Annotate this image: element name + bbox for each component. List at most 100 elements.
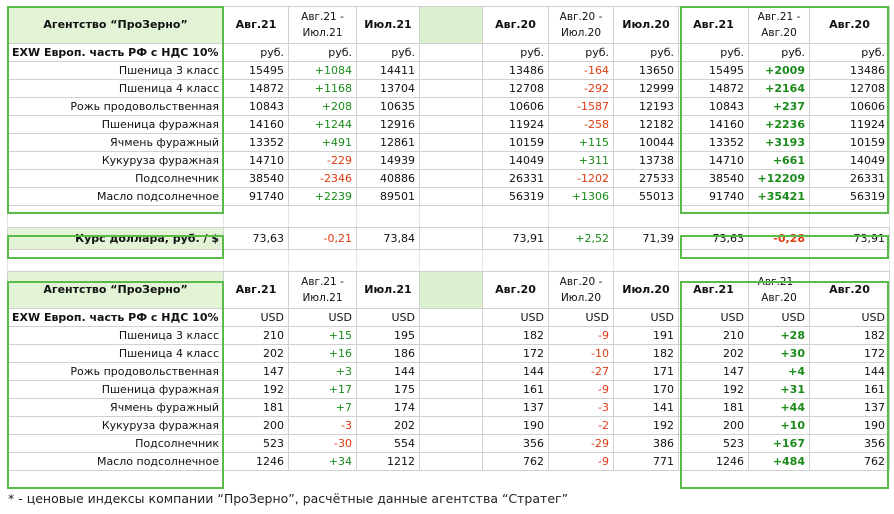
rub-col-header-8: Авг.20 — [809, 6, 890, 44]
separator-cell — [419, 344, 483, 363]
price-cell: 10159 — [482, 133, 549, 152]
rate-value-cell: 73,63 — [223, 227, 289, 250]
commodity-label: Масло подсолнечное — [7, 452, 224, 471]
change-cell: -3 — [548, 398, 614, 417]
table-row: Пшеница фуражная 192 +17 175 161 -9 170 192 +31 1… — [7, 380, 890, 399]
subtitle: EXW Европ. часть РФ с НДС 10% — [7, 308, 224, 327]
exchange-rate-label: Курс доллара, руб. / $ — [7, 227, 224, 250]
price-cell: 14939 — [356, 151, 420, 170]
change-cell: +35421 — [748, 187, 810, 206]
price-cell: 762 — [482, 452, 549, 471]
price-cell: 91740 — [678, 187, 749, 206]
rub-col-header-0: Авг.21 — [223, 6, 289, 44]
commodity-label: Масло подсолнечное — [7, 187, 224, 206]
usd-col-header-0: Авг.21 — [223, 271, 289, 309]
col-header-line: Июл.21 — [364, 283, 412, 296]
unit-cell: USD — [288, 308, 357, 327]
agency-title-text: Агентство “ПроЗерно” — [43, 283, 188, 296]
change-cell: +167 — [748, 434, 810, 453]
change-cell: +208 — [288, 97, 357, 116]
separator-cell — [419, 398, 483, 417]
price-cell: 26331 — [482, 169, 549, 188]
price-cell: 10606 — [482, 97, 549, 116]
price-cell: 38540 — [223, 169, 289, 188]
price-cell: 40886 — [356, 169, 420, 188]
spacer-cell — [548, 249, 614, 272]
price-cell: 11924 — [809, 115, 890, 134]
table-row: Рожь продовольственная 10843 +208 10635 1060… — [7, 97, 890, 116]
price-cell: 181 — [678, 398, 749, 417]
price-cell: 12999 — [613, 79, 679, 98]
price-cell: 13704 — [356, 79, 420, 98]
change-cell: +237 — [748, 97, 810, 116]
price-cell: 89501 — [356, 187, 420, 206]
change-cell: -164 — [548, 61, 614, 80]
price-cell: 10606 — [809, 97, 890, 116]
separator-cell — [419, 169, 483, 188]
exchange-rate-row: Курс доллара, руб. / $73,63 -0,21 73,84 73,… — [7, 227, 890, 250]
spacer-row — [7, 249, 890, 272]
price-cell: 182 — [482, 326, 549, 345]
change-cell: -258 — [548, 115, 614, 134]
price-cell: 171 — [613, 362, 679, 381]
col-header-line: Авг.21 — [693, 18, 734, 31]
spacer-cell — [482, 205, 549, 228]
unit-cell: USD — [748, 308, 810, 327]
change-cell: -10 — [548, 344, 614, 363]
rate-value-cell: 71,39 — [613, 227, 679, 250]
price-cell: 144 — [809, 362, 890, 381]
price-cell: 202 — [223, 344, 289, 363]
rub-col-header-5: Июл.20 — [613, 6, 679, 44]
price-cell: 175 — [356, 380, 420, 399]
commodity-label: Пшеница 3 класс — [7, 326, 224, 345]
price-cell: 161 — [482, 380, 549, 399]
price-cell: 14160 — [678, 115, 749, 134]
price-cell: 144 — [482, 362, 549, 381]
col-header-line: Авг.21 — [235, 18, 277, 31]
commodity-label: Кукуруза фуражная — [7, 151, 224, 170]
table-row: Подсолнечник 523 -30 554 356 -29 386 523 +167 356 — [7, 434, 890, 453]
change-cell: -2 — [548, 416, 614, 435]
spacer-cell — [748, 205, 810, 228]
separator-cell — [419, 6, 483, 44]
table-row: Кукуруза фуражная 14710 -229 14939 14049 +311… — [7, 151, 890, 170]
unit-cell: USD — [356, 308, 420, 327]
commodity-label: Ячмень фуражный — [7, 398, 224, 417]
unit-cell: руб. — [482, 43, 549, 62]
price-cell: 56319 — [482, 187, 549, 206]
col-header-line: Авг.21 - — [757, 276, 801, 288]
rub-unit-row: EXW Европ. часть РФ с НДС 10% руб. руб. руб… — [7, 43, 890, 62]
spacer-cell — [419, 205, 483, 228]
change-cell: +311 — [548, 151, 614, 170]
price-cell: 91740 — [223, 187, 289, 206]
price-cell: 13352 — [223, 133, 289, 152]
spacer-cell — [809, 249, 890, 272]
change-cell: -1587 — [548, 97, 614, 116]
price-cell: 13650 — [613, 61, 679, 80]
change-cell: +17 — [288, 380, 357, 399]
rate-value-cell: 73,91 — [482, 227, 549, 250]
price-cell: 182 — [809, 326, 890, 345]
footnote: * - ценовые индексы компании “ПроЗерно”,… — [8, 491, 569, 506]
price-cell: 26331 — [809, 169, 890, 188]
price-cell: 1212 — [356, 452, 420, 471]
change-cell: -9 — [548, 326, 614, 345]
usd-col-header-8: Авг.20 — [809, 271, 890, 309]
agency-title-text: Агентство “ПроЗерно” — [43, 18, 188, 31]
commodity-label: Пшеница фуражная — [7, 115, 224, 134]
unit-cell: руб. — [809, 43, 890, 62]
unit-cell: USD — [613, 308, 679, 327]
change-cell: +12209 — [748, 169, 810, 188]
rate-value-cell: 73,63 — [678, 227, 749, 250]
price-cell: 191 — [613, 326, 679, 345]
spacer-cell — [356, 249, 420, 272]
spacer-cell — [678, 205, 749, 228]
price-cell: 14160 — [223, 115, 289, 134]
price-cell: 210 — [223, 326, 289, 345]
col-header-line: Июл.21 — [302, 27, 343, 39]
spacer-cell — [7, 205, 224, 228]
commodity-label: Пшеница фуражная — [7, 380, 224, 399]
change-cell: -27 — [548, 362, 614, 381]
price-cell: 10044 — [613, 133, 679, 152]
change-cell: +44 — [748, 398, 810, 417]
